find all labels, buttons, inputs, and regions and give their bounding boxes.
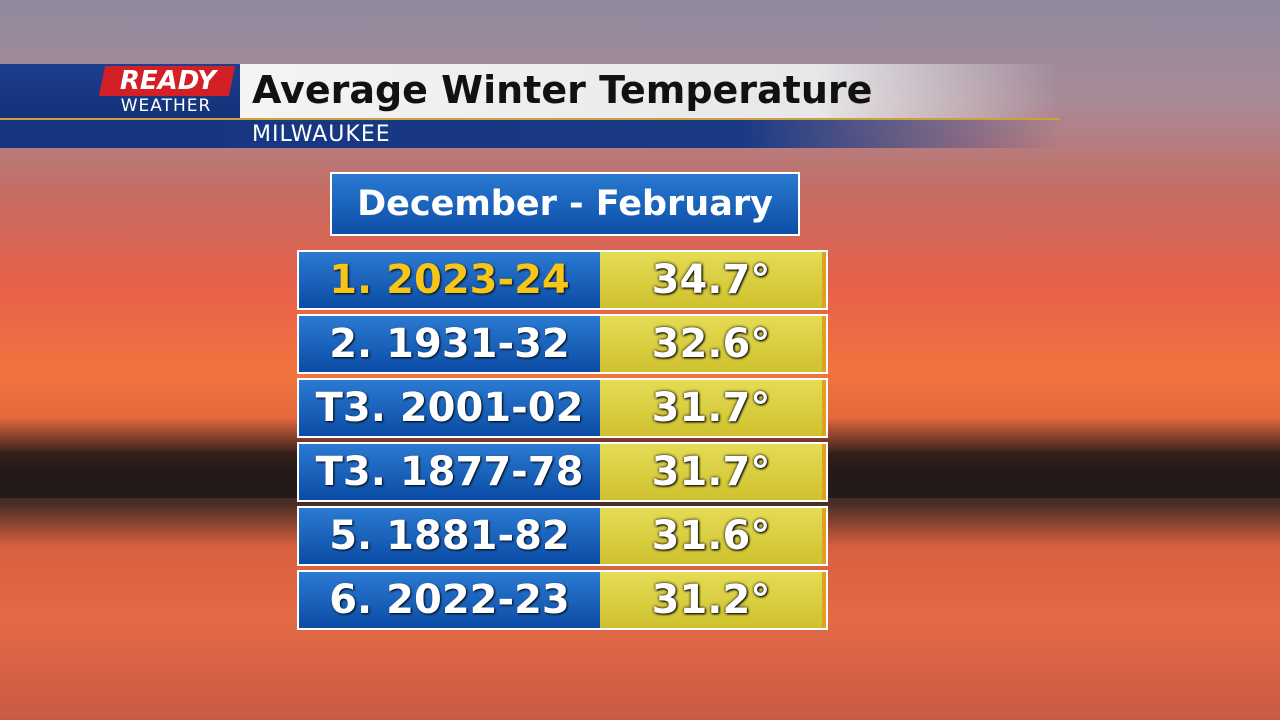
table-row: 6. 2022-23 31.2° <box>297 570 828 630</box>
rank-season: T3. 1877-78 <box>299 444 600 500</box>
temperature: 31.6° <box>600 508 826 564</box>
table-row: T3. 1877-78 31.7° <box>297 442 828 502</box>
table-row: T3. 2001-02 31.7° <box>297 378 828 438</box>
logo-bottom: WEATHER <box>120 96 212 116</box>
temperature: 31.7° <box>600 444 826 500</box>
subtitle: MILWAUKEE <box>252 122 391 147</box>
temperature: 34.7° <box>600 252 826 308</box>
table-row: 1. 2023-24 34.7° <box>297 250 828 310</box>
rank-season: 6. 2022-23 <box>299 572 600 628</box>
rank-season: 5. 1881-82 <box>299 508 600 564</box>
rank-season: 1. 2023-24 <box>299 252 600 308</box>
subtitle-bar: MILWAUKEE <box>0 118 1060 148</box>
table-row: 2. 1931-32 32.6° <box>297 314 828 374</box>
title-bar: Average Winter Temperature <box>240 64 1060 118</box>
title: Average Winter Temperature <box>252 68 873 112</box>
table-title: December - February <box>330 172 800 236</box>
temperature: 32.6° <box>600 316 826 372</box>
table-row: 5. 1881-82 31.6° <box>297 506 828 566</box>
rank-season: T3. 2001-02 <box>299 380 600 436</box>
temperature: 31.2° <box>600 572 826 628</box>
logo-top: READY <box>119 66 217 96</box>
rank-season: 2. 1931-32 <box>299 316 600 372</box>
temperature: 31.7° <box>600 380 826 436</box>
